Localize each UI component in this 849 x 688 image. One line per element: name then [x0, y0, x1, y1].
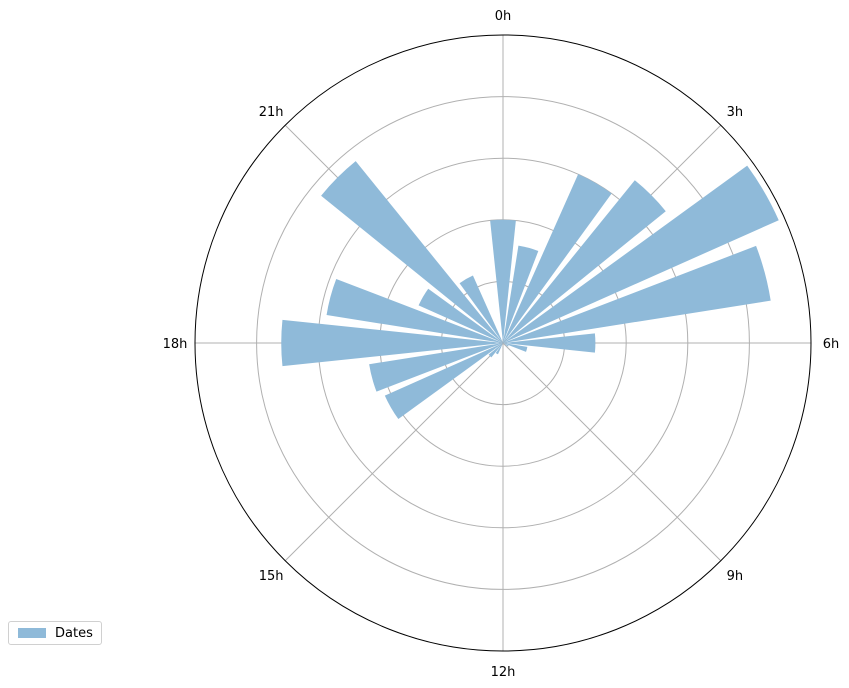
legend-label: Dates — [55, 625, 93, 641]
bar-hour-19 — [326, 278, 503, 343]
bar-hour-14 — [495, 343, 503, 355]
bar-hour-20 — [418, 288, 503, 343]
angular-tick-labels: 0h 3h 6h 9h 12h 15h 18h 21h — [163, 9, 840, 680]
tick-label-21h: 21h — [259, 105, 284, 120]
bar-hour-7 — [503, 343, 528, 352]
tick-label-3h: 3h — [727, 105, 744, 120]
legend: Dates — [8, 621, 102, 645]
tick-label-9h: 9h — [727, 569, 744, 584]
bar-hour-5 — [503, 245, 771, 343]
polar-spine — [194, 34, 812, 652]
bar-hour-3 — [503, 180, 666, 343]
legend-swatch — [18, 628, 46, 638]
bar-hour-6 — [503, 333, 596, 353]
bar-hour-21 — [321, 161, 503, 343]
angular-gridline — [502, 342, 722, 562]
bar-hour-15 — [488, 343, 503, 358]
bar-hour-2 — [503, 174, 612, 343]
bar-hour-22 — [459, 275, 503, 343]
bar-hour-1 — [503, 245, 539, 343]
tick-label-12h: 12h — [491, 665, 516, 680]
bar-series — [281, 161, 779, 420]
bar-hour-17 — [369, 343, 503, 392]
tick-label-18h: 18h — [163, 337, 188, 352]
bar-hour-0 — [490, 219, 516, 343]
tick-label-6h: 6h — [823, 337, 840, 352]
tick-label-15h: 15h — [259, 569, 284, 584]
bar-hour-16 — [384, 343, 503, 420]
tick-label-0h: 0h — [495, 9, 512, 24]
bar-hour-4 — [503, 165, 779, 343]
bar-hour-8 — [503, 343, 509, 347]
angular-gridline — [284, 342, 504, 562]
bar-hour-18 — [281, 319, 503, 367]
